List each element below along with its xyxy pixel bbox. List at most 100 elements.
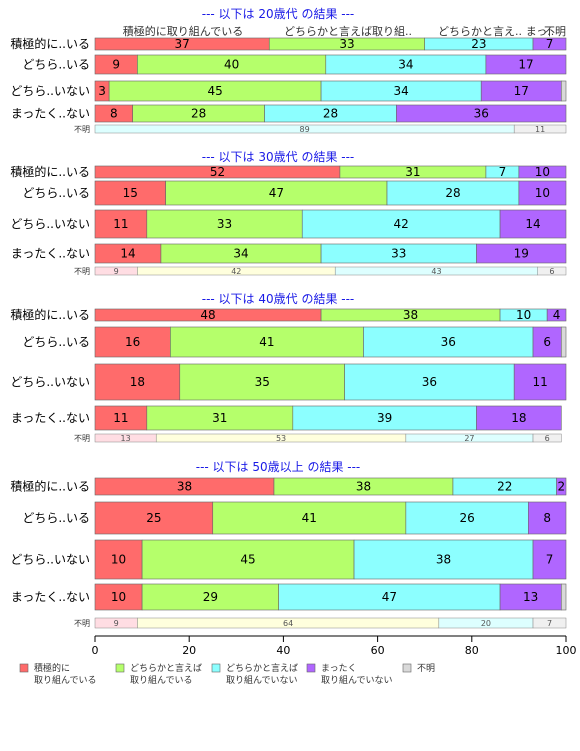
bar-value-label: 41 <box>259 335 274 349</box>
x-tick-label: 0 <box>92 644 99 657</box>
row-label: どちら..いない <box>10 553 90 567</box>
bar-value-label: 40 <box>224 58 239 72</box>
unknown-value-label: 6 <box>545 434 550 443</box>
bar-value-label: 45 <box>207 84 222 98</box>
bar-value-label: 4 <box>553 308 561 322</box>
unknown-value-label: 20 <box>481 619 491 628</box>
row-label: 積極的に..いる <box>10 479 90 494</box>
bar-value-label: 17 <box>514 84 529 98</box>
bar-value-label: 31 <box>405 165 420 179</box>
row-label: どちら..いる <box>22 335 90 349</box>
bar-value-label: 19 <box>514 247 529 261</box>
unknown-value-label: 27 <box>464 434 474 443</box>
bar-value-label: 7 <box>546 553 554 567</box>
bar-segment <box>170 326 364 358</box>
bar-segment <box>532 539 567 580</box>
bar-value-label: 47 <box>269 186 284 200</box>
bar-value-label: 36 <box>422 375 437 389</box>
bar-value-label: 15 <box>123 186 138 200</box>
unknown-bar-segment <box>513 124 567 134</box>
unknown-bar-segment <box>537 266 567 276</box>
series-header-label: まっ.. <box>526 25 555 38</box>
bar-value-label: 38 <box>436 553 451 567</box>
bar-value-label: 41 <box>302 511 317 525</box>
legend-label: 取り組んでいる <box>34 674 97 686</box>
x-tick-label: 80 <box>465 644 479 657</box>
legend-label: 積極的に <box>34 662 70 674</box>
row-label: まったく..ない <box>11 107 90 121</box>
bar-segment <box>560 326 567 358</box>
row-label: まったく..ない <box>11 590 90 604</box>
series-header-label: 不明 <box>544 25 566 38</box>
row-label: どちら..いる <box>22 186 90 200</box>
bar-value-label: 36 <box>474 107 489 121</box>
bar-value-label: 11 <box>113 411 128 425</box>
x-tick-label: 20 <box>182 644 196 657</box>
x-tick-label: 100 <box>556 644 577 657</box>
bar-segment <box>141 583 279 611</box>
panel-title: --- 以下は 50歳以上 の結果 --- <box>196 460 361 474</box>
bar-segment <box>513 363 567 401</box>
unknown-bar-segment <box>532 617 567 629</box>
bar-value-label: 18 <box>130 375 145 389</box>
unknown-row-label: 不明 <box>74 434 90 443</box>
unknown-row-label: 不明 <box>74 267 90 276</box>
legend-swatch <box>402 663 412 673</box>
bar-value-label: 22 <box>497 480 512 494</box>
legend-label: どちらかと言えば <box>226 662 298 674</box>
bar-segment <box>94 326 171 358</box>
bar-segment <box>94 180 166 206</box>
bar-segment <box>499 583 562 611</box>
bar-segment <box>560 583 567 611</box>
series-header-label: どちらかと言え.. <box>438 25 522 38</box>
bar-segment <box>556 477 567 496</box>
bar-value-label: 10 <box>535 186 550 200</box>
bar-value-label: 47 <box>382 590 397 604</box>
panel-title: --- 以下は 30歳代 の結果 --- <box>202 150 355 164</box>
bar-value-label: 52 <box>210 165 225 179</box>
bar-value-label: 37 <box>174 37 189 51</box>
bar-segment <box>499 209 567 239</box>
bar-value-label: 28 <box>445 186 460 200</box>
legend-swatch <box>19 663 29 673</box>
bar-segment <box>165 180 388 206</box>
bar-value-label: 14 <box>525 217 540 231</box>
unknown-value-label: 43 <box>431 267 441 276</box>
bar-value-label: 33 <box>339 37 354 51</box>
bar-segment <box>141 539 355 580</box>
bar-value-label: 34 <box>398 58 413 72</box>
bar-segment <box>532 326 562 358</box>
x-tick-label: 40 <box>276 644 290 657</box>
bar-value-label: 28 <box>191 107 206 121</box>
bar-value-label: 8 <box>110 107 118 121</box>
bar-value-label: 3 <box>98 84 106 98</box>
bar-value-label: 10 <box>535 165 550 179</box>
legend-label: まったく <box>321 663 357 674</box>
bar-value-label: 29 <box>203 590 218 604</box>
bar-segment <box>344 363 515 401</box>
bar-value-label: 18 <box>511 411 526 425</box>
bar-value-label: 48 <box>200 308 215 322</box>
bar-value-label: 45 <box>240 553 255 567</box>
bar-value-label: 7 <box>546 37 554 51</box>
bar-value-label: 28 <box>323 107 338 121</box>
unknown-row-label: 不明 <box>74 125 90 134</box>
panel-title: --- 以下は 20歳代 の結果 --- <box>202 7 355 21</box>
row-label: 積極的に..いる <box>10 307 90 322</box>
bar-value-label: 17 <box>518 58 533 72</box>
bar-segment <box>94 539 143 580</box>
bar-value-label: 14 <box>120 247 135 261</box>
bar-segment <box>396 104 567 123</box>
legend-label: 取り組んでいる <box>130 674 193 686</box>
legend-label: 取り組んでいない <box>321 674 393 686</box>
bar-value-label: 34 <box>233 247 248 261</box>
bar-segment <box>94 363 181 401</box>
bar-value-label: 38 <box>403 308 418 322</box>
bar-value-label: 31 <box>212 411 227 425</box>
bar-value-label: 11 <box>532 375 547 389</box>
row-label: まったく..ない <box>11 247 90 261</box>
bar-value-label: 7 <box>499 165 507 179</box>
row-label: まったく..ない <box>11 411 90 425</box>
